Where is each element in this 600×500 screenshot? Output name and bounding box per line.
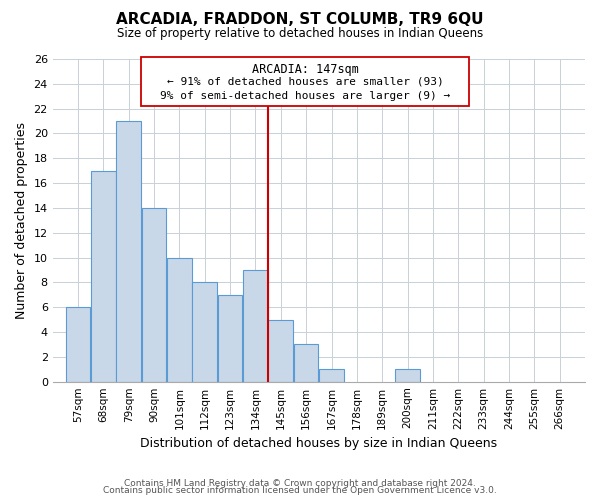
Text: ARCADIA, FRADDON, ST COLUMB, TR9 6QU: ARCADIA, FRADDON, ST COLUMB, TR9 6QU xyxy=(116,12,484,28)
Bar xyxy=(243,270,268,382)
Text: Contains HM Land Registry data © Crown copyright and database right 2024.: Contains HM Land Registry data © Crown c… xyxy=(124,478,476,488)
Bar xyxy=(91,170,116,382)
X-axis label: Distribution of detached houses by size in Indian Queens: Distribution of detached houses by size … xyxy=(140,437,497,450)
Bar xyxy=(395,370,420,382)
Bar xyxy=(294,344,319,382)
Bar xyxy=(65,307,91,382)
Bar xyxy=(142,56,469,106)
Text: Contains public sector information licensed under the Open Government Licence v3: Contains public sector information licen… xyxy=(103,486,497,495)
Bar xyxy=(142,208,166,382)
Bar xyxy=(319,370,344,382)
Bar xyxy=(193,282,217,382)
Y-axis label: Number of detached properties: Number of detached properties xyxy=(15,122,28,319)
Text: Size of property relative to detached houses in Indian Queens: Size of property relative to detached ho… xyxy=(117,28,483,40)
Text: 9% of semi-detached houses are larger (9) →: 9% of semi-detached houses are larger (9… xyxy=(160,92,450,102)
Bar xyxy=(167,258,192,382)
Bar xyxy=(116,121,141,382)
Text: ARCADIA: 147sqm: ARCADIA: 147sqm xyxy=(251,62,358,76)
Bar xyxy=(218,295,242,382)
Bar xyxy=(268,320,293,382)
Text: ← 91% of detached houses are smaller (93): ← 91% of detached houses are smaller (93… xyxy=(167,76,443,86)
